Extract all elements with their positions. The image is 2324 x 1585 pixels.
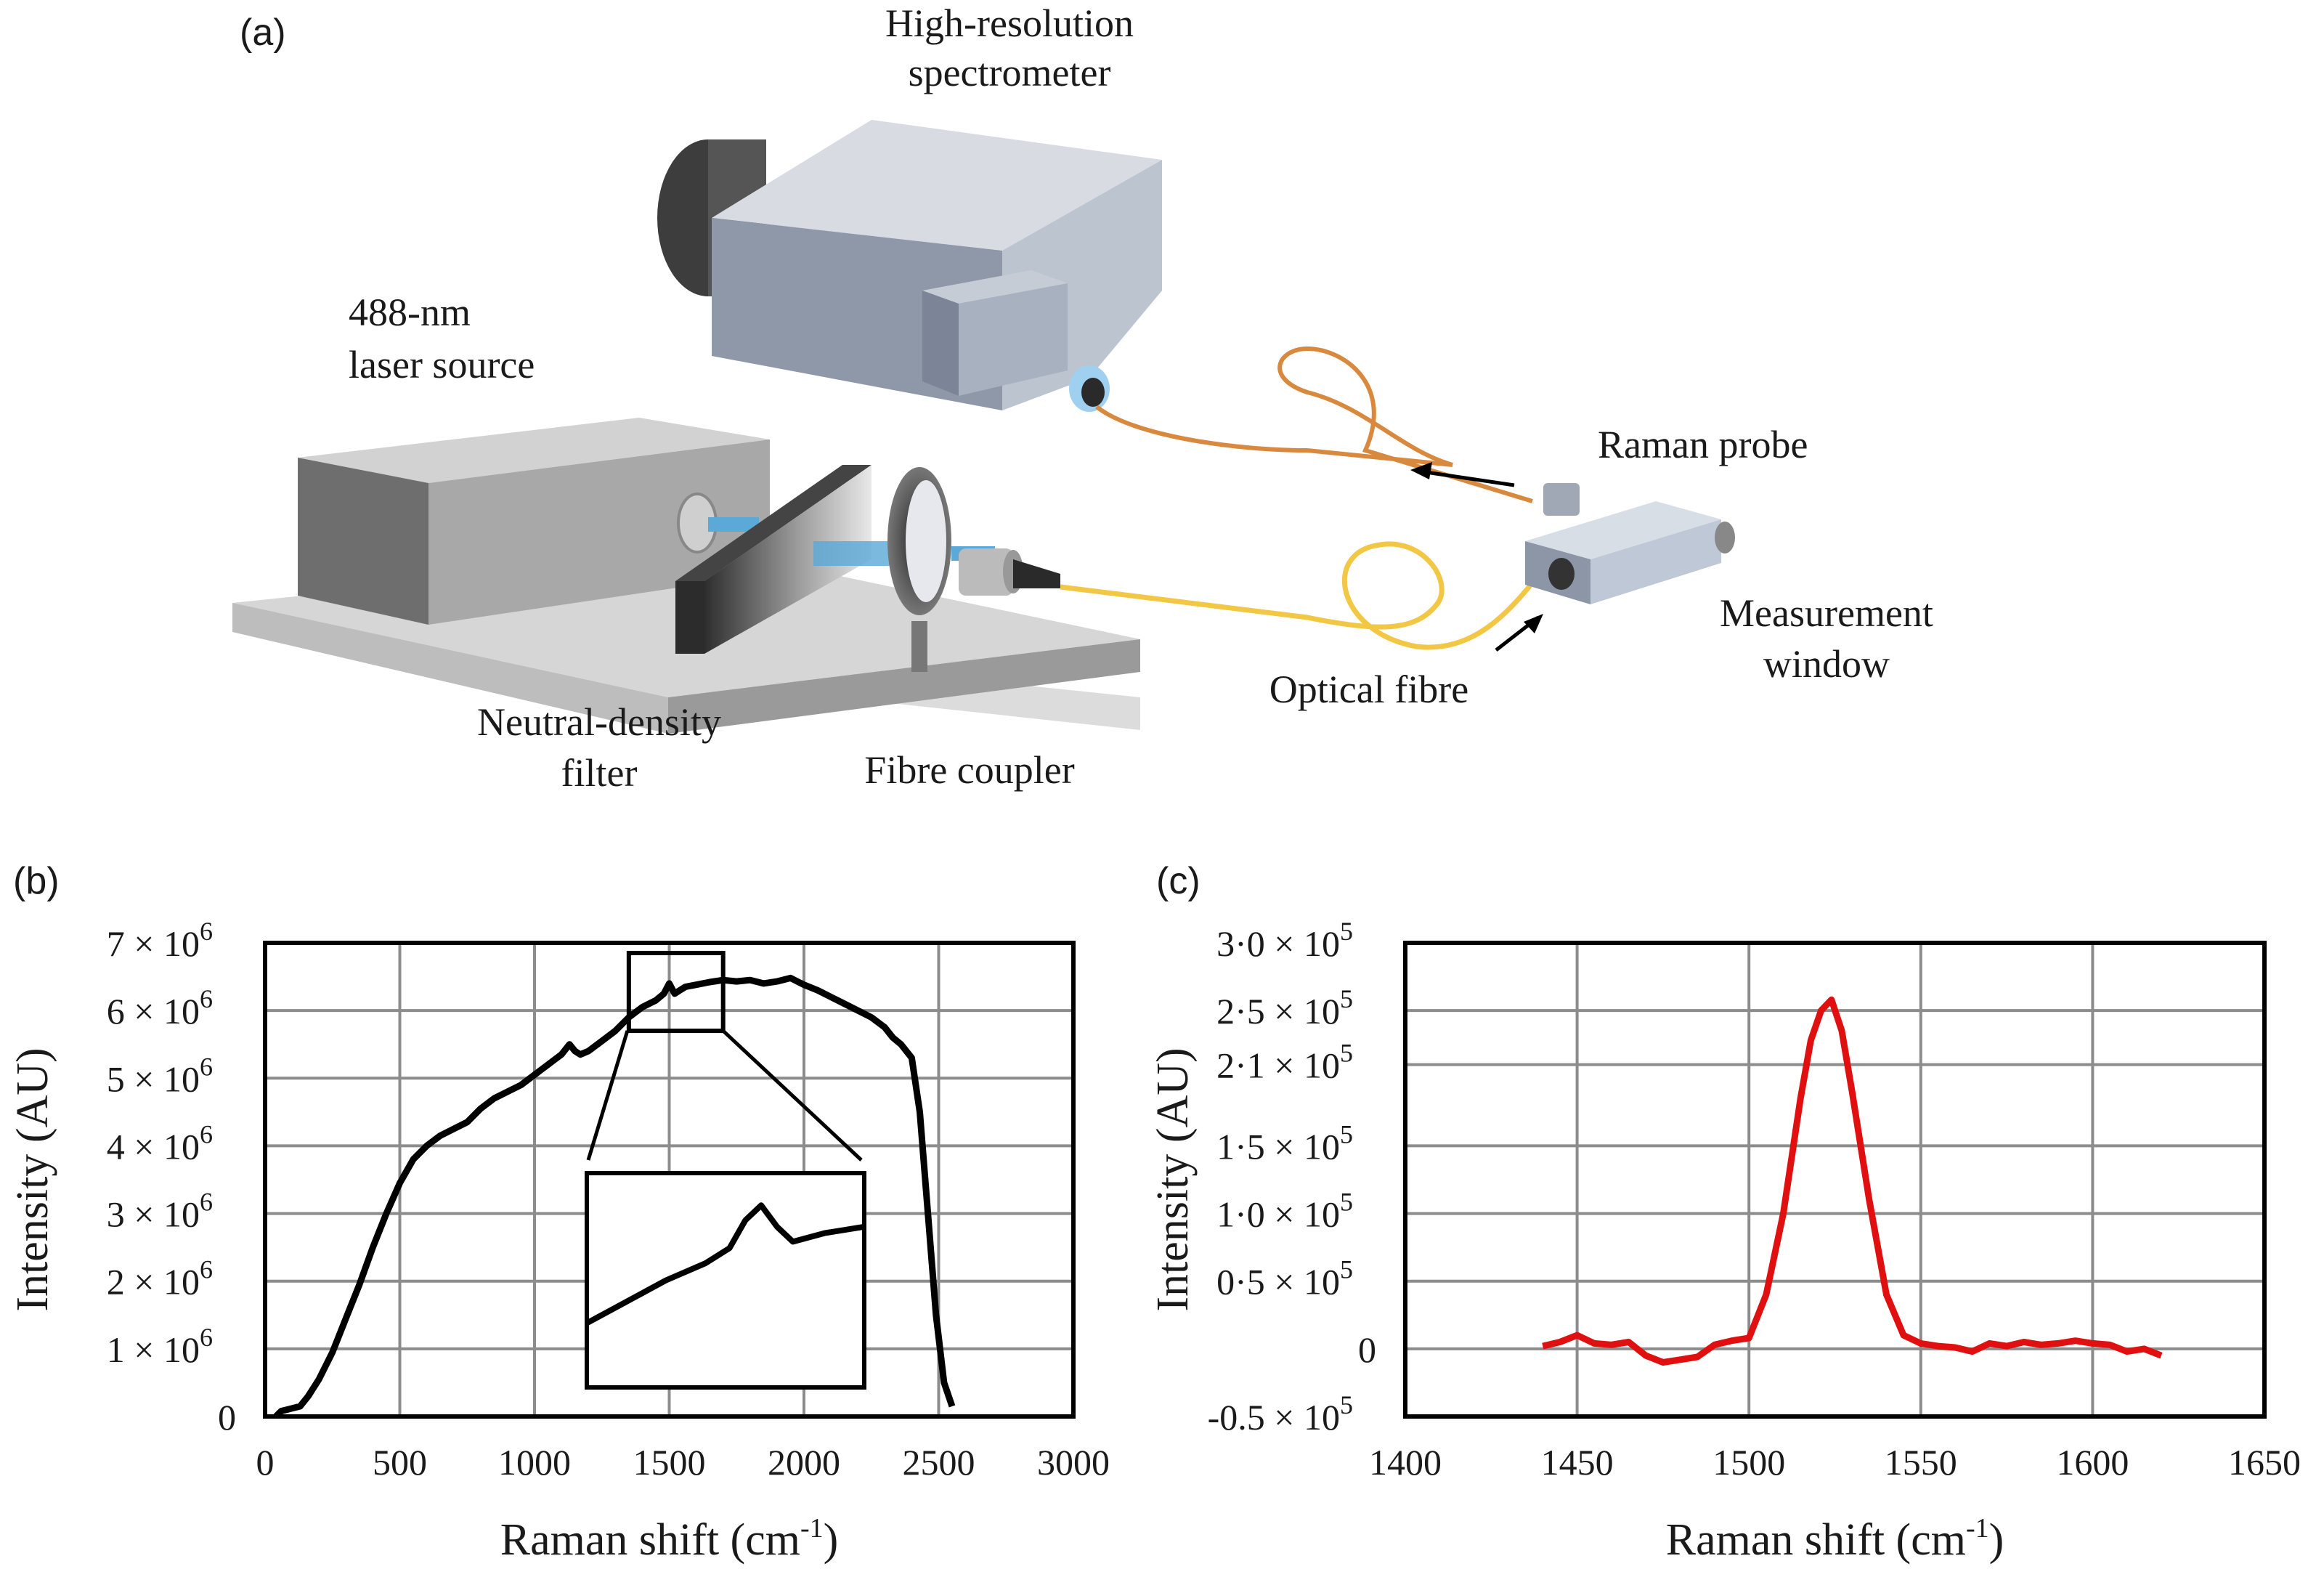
c-y-tick-label: -0.5 × 105 xyxy=(1208,1390,1353,1438)
c-y-tick-label: 0·5 × 105 xyxy=(1216,1255,1353,1302)
b-x-tick-label: 1000 xyxy=(498,1442,571,1483)
laser-label-2: laser source xyxy=(349,343,535,386)
c-y-tick-label: 0 xyxy=(1358,1329,1376,1370)
chart-c-x-ticks: 1400 1450 1500 1550 1600 1650 xyxy=(1369,1442,2301,1483)
c-y-tick-label: 2·5 × 105 xyxy=(1216,984,1353,1031)
spectrometer xyxy=(657,120,1162,412)
probe-label: Raman probe xyxy=(1598,423,1808,466)
c-x-tick-label: 1600 xyxy=(2056,1442,2129,1483)
chart-b-y-axis-label: Intensity (AU) xyxy=(8,1047,57,1311)
chart-c-frame xyxy=(1403,941,2267,1419)
optical-fibres xyxy=(1060,346,1543,652)
spectrometer-label-1: High-resolution xyxy=(885,1,1134,45)
laser-label-1: 488-nm xyxy=(349,291,471,334)
b-x-tick-label: 0 xyxy=(256,1442,275,1483)
b-y-tick-label: 2 × 106 xyxy=(107,1255,213,1302)
c-x-tick-label: 1650 xyxy=(2228,1442,2301,1483)
chart-b-zoom-box xyxy=(626,950,726,1034)
panel-c-label: (c) xyxy=(1156,860,1200,902)
window-label-2: window xyxy=(1763,642,1890,686)
schematic-labels: High-resolution spectrometer 488-nm lase… xyxy=(349,1,1933,795)
chart-b-inset-line xyxy=(585,1202,865,1326)
c-x-tick-label: 1450 xyxy=(1541,1442,1614,1483)
nd-filter xyxy=(675,465,930,654)
b-x-tick-label: 2000 xyxy=(768,1442,840,1483)
b-y-tick-label: 0 xyxy=(218,1397,236,1438)
chart-b-inset-frame xyxy=(585,1171,866,1390)
fibre-coupler xyxy=(887,467,1060,672)
b-x-tick-label: 1500 xyxy=(633,1442,706,1483)
chart-b-frame xyxy=(263,941,1076,1419)
nd-filter-label-2: filter xyxy=(561,751,638,795)
c-x-tick-label: 1400 xyxy=(1369,1442,1442,1483)
chart-c-series-line xyxy=(1542,996,2163,1366)
b-y-tick-label: 1 × 106 xyxy=(107,1323,213,1370)
b-y-tick-label: 6 × 106 xyxy=(107,984,213,1031)
chart-c-y-axis-label: Intensity (AU) xyxy=(1148,1047,1198,1311)
b-y-tick-label: 5 × 106 xyxy=(107,1052,213,1099)
c-x-tick-label: 1500 xyxy=(1712,1442,1785,1483)
panel-b-label: (b) xyxy=(13,860,60,902)
chart-c-x-axis-label: Raman shift (cm-1) xyxy=(1666,1513,2004,1565)
nd-filter-label-1: Neutral-density xyxy=(477,700,721,744)
b-x-tick-label: 500 xyxy=(373,1442,427,1483)
fibre-label: Optical fibre xyxy=(1269,668,1468,711)
b-y-tick-label: 7 × 106 xyxy=(107,917,213,964)
c-x-tick-label: 1550 xyxy=(1885,1442,1957,1483)
c-y-tick-label: 3·0 × 105 xyxy=(1216,917,1353,964)
chart-b-x-ticks: 0 500 1000 1500 2000 2500 3000 xyxy=(256,1442,1110,1483)
chart-b-y-ticks: 01 × 106 2 × 106 3 × 106 4 × 106 5 × 106 6 × … xyxy=(107,917,236,1438)
spectrometer-label-2: spectrometer xyxy=(909,51,1111,94)
chart-b-zoom-connector-left xyxy=(586,1030,630,1161)
chart-b-zoom-connector-right xyxy=(721,1029,863,1162)
c-y-tick-label: 1·5 × 105 xyxy=(1216,1119,1353,1167)
b-y-tick-label: 3 × 106 xyxy=(107,1188,213,1235)
coupler-label: Fibre coupler xyxy=(864,748,1074,792)
raman-probe xyxy=(1525,483,1735,604)
b-y-tick-label: 4 × 106 xyxy=(107,1119,213,1167)
b-x-tick-label: 3000 xyxy=(1037,1442,1110,1483)
panel-a-label: (a) xyxy=(240,12,286,54)
b-x-tick-label: 2500 xyxy=(903,1442,975,1483)
chart-b-x-axis-label: Raman shift (cm-1) xyxy=(500,1513,839,1565)
c-y-tick-label: 1·0 × 105 xyxy=(1216,1188,1353,1235)
panel-a: (a) xyxy=(232,1,1933,795)
window-label-1: Measurement xyxy=(1720,591,1933,635)
c-y-tick-label: 2·1 × 105 xyxy=(1216,1039,1353,1086)
